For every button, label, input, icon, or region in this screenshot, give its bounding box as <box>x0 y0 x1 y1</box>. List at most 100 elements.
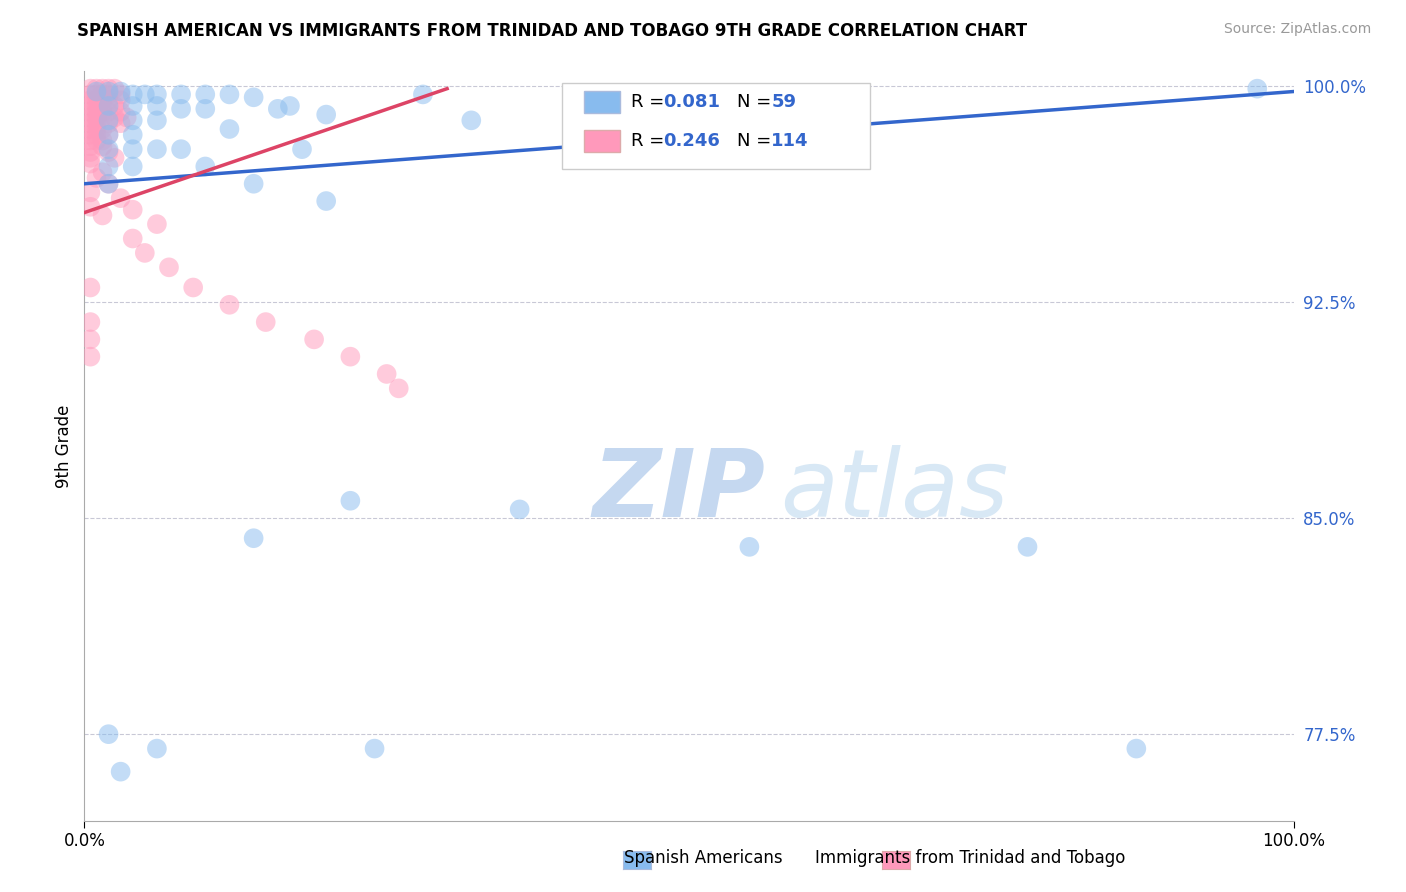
Point <box>194 160 217 174</box>
Point <box>86 99 108 113</box>
Point <box>388 381 411 395</box>
Point <box>242 177 264 191</box>
Point <box>339 350 361 364</box>
Point <box>97 160 120 174</box>
Point <box>97 104 120 119</box>
Text: N =: N = <box>737 93 778 112</box>
Point <box>79 332 101 346</box>
Point <box>110 191 132 205</box>
Point <box>146 87 169 102</box>
Point <box>86 134 108 148</box>
Point <box>86 85 108 99</box>
Point <box>605 99 627 113</box>
Point <box>460 113 482 128</box>
Point <box>267 102 290 116</box>
Point <box>91 134 114 148</box>
Point <box>79 156 101 170</box>
Point <box>121 142 143 156</box>
Point <box>79 81 101 95</box>
Point <box>218 122 240 136</box>
Point <box>97 727 120 741</box>
Point <box>91 93 114 107</box>
Point <box>146 217 169 231</box>
Point <box>1125 741 1147 756</box>
Point <box>110 764 132 779</box>
Point <box>79 280 101 294</box>
Point <box>91 209 114 223</box>
Point <box>121 87 143 102</box>
Point <box>146 99 169 113</box>
Text: Immigrants from Trinidad and Tobago: Immigrants from Trinidad and Tobago <box>815 849 1125 867</box>
Point <box>170 102 193 116</box>
Point <box>315 107 337 121</box>
Point <box>121 128 143 142</box>
Point <box>91 165 114 179</box>
Point <box>97 177 120 191</box>
Point <box>121 202 143 217</box>
Text: ZIP: ZIP <box>592 445 765 537</box>
FancyBboxPatch shape <box>583 91 620 113</box>
Point <box>1246 81 1268 95</box>
Point <box>91 87 114 102</box>
FancyBboxPatch shape <box>583 130 620 153</box>
Point <box>104 111 127 125</box>
Point <box>738 540 761 554</box>
Point <box>86 104 108 119</box>
Point <box>86 171 108 186</box>
Point <box>97 81 120 95</box>
Point <box>91 81 114 95</box>
Point <box>315 194 337 208</box>
Point <box>79 99 101 113</box>
Point <box>79 200 101 214</box>
Point <box>79 128 101 142</box>
Point <box>91 122 114 136</box>
Point <box>170 142 193 156</box>
Point <box>218 298 240 312</box>
Point <box>79 104 101 119</box>
Point <box>170 87 193 102</box>
Point <box>97 128 120 142</box>
Point <box>146 741 169 756</box>
Y-axis label: 9th Grade: 9th Grade <box>55 404 73 488</box>
Text: 114: 114 <box>770 132 808 150</box>
Point <box>121 231 143 245</box>
Point <box>363 741 385 756</box>
Point <box>134 87 156 102</box>
Point <box>799 107 821 121</box>
Point <box>79 315 101 329</box>
Point <box>86 93 108 107</box>
Point <box>254 315 277 329</box>
Point <box>339 493 361 508</box>
Point <box>86 116 108 130</box>
Point <box>134 246 156 260</box>
Point <box>121 113 143 128</box>
Point <box>157 260 180 275</box>
Text: Source: ZipAtlas.com: Source: ZipAtlas.com <box>1223 22 1371 37</box>
Point <box>86 111 108 125</box>
Point <box>97 116 120 130</box>
Text: N =: N = <box>737 132 778 150</box>
Text: 0.081: 0.081 <box>664 93 720 112</box>
Point <box>97 128 120 142</box>
Point <box>91 104 114 119</box>
Point <box>146 113 169 128</box>
Point <box>146 142 169 156</box>
Text: SPANISH AMERICAN VS IMMIGRANTS FROM TRINIDAD AND TOBAGO 9TH GRADE CORRELATION CH: SPANISH AMERICAN VS IMMIGRANTS FROM TRIN… <box>77 22 1028 40</box>
Point <box>242 90 264 104</box>
Point <box>1017 540 1039 554</box>
Point <box>86 122 108 136</box>
Point <box>79 134 101 148</box>
Point <box>91 111 114 125</box>
Point <box>79 111 101 125</box>
Point <box>302 332 325 346</box>
Point <box>79 151 101 165</box>
Point <box>291 142 314 156</box>
Point <box>79 350 101 364</box>
Point <box>97 145 120 159</box>
Point <box>110 116 132 130</box>
Point <box>242 531 264 545</box>
Point <box>218 87 240 102</box>
Point <box>86 128 108 142</box>
Point <box>654 87 676 102</box>
Point <box>79 87 101 102</box>
